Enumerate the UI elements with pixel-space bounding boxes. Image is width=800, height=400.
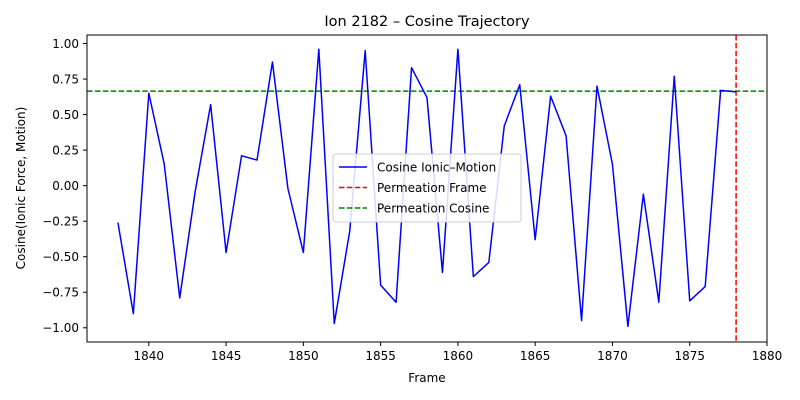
- plot-frame: [86, 34, 768, 343]
- x-tick-label: 1840: [134, 349, 165, 363]
- legend-label-2: Permeation Frame: [377, 181, 487, 195]
- y-tick-label: 0.75: [52, 72, 79, 86]
- x-tick-label: 1845: [211, 349, 242, 363]
- y-tick-label: 0.50: [52, 108, 79, 122]
- axis-ticks: 1840 1845 1850 1855 1860 1865 1870 1875 1880 −1.0…: [42, 37, 782, 363]
- y-tick-label: 0.25: [52, 143, 79, 157]
- x-axis-label: Frame: [408, 371, 445, 385]
- y-axis-label: Cosine(Ionic Force, Motion): [14, 107, 28, 270]
- plot-area: [87, 35, 767, 342]
- y-tick-label: −0.50: [42, 250, 79, 264]
- x-tick-label: 1880: [752, 349, 783, 363]
- legend-label-3: Permeation Cosine: [377, 201, 489, 215]
- y-tick-label: 0.00: [52, 179, 79, 193]
- chart-title: Ion 2182 – Cosine Trajectory: [324, 14, 530, 30]
- x-tick-label: 1870: [597, 349, 628, 363]
- y-tick-label: −0.75: [42, 286, 79, 300]
- series-line-1: [117, 48, 737, 328]
- legend: Cosine Ionic–Motion Permeation Frame Perme…: [332, 153, 522, 223]
- legend-box: [332, 153, 522, 223]
- x-tick-label: 1855: [365, 349, 396, 363]
- x-tick-label: 1875: [674, 349, 705, 363]
- y-tick-label: −0.25: [42, 214, 79, 228]
- x-tick-label: 1850: [288, 349, 319, 363]
- legend-label-1: Cosine Ionic–Motion: [377, 160, 496, 174]
- y-tick-label: 1.00: [52, 37, 79, 51]
- y-tick-label: −1.00: [42, 321, 79, 335]
- x-tick-label: 1860: [443, 349, 474, 363]
- x-tick-label: 1865: [520, 349, 551, 363]
